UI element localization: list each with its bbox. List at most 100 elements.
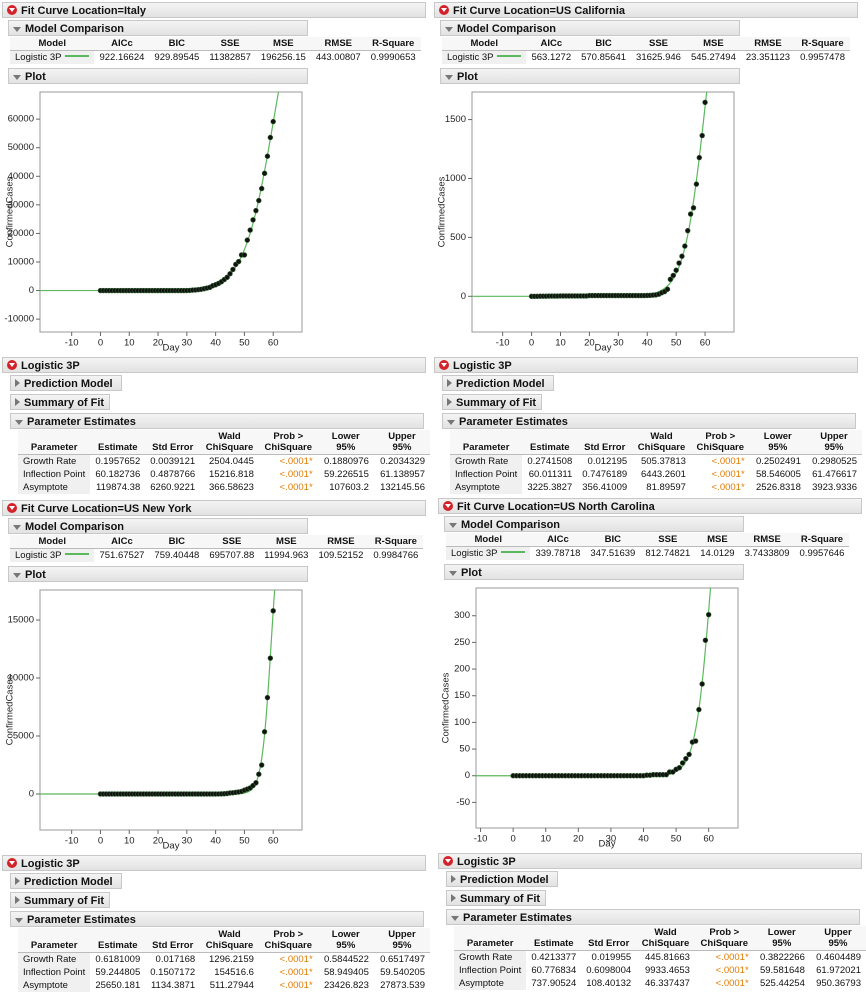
section-header-text: Plot	[461, 567, 482, 579]
report-header[interactable]: Fit Curve Location=US New York	[2, 500, 426, 516]
y-tick-label: 10000	[8, 673, 34, 684]
disclosure-triangle[interactable]	[451, 894, 456, 902]
collapsed-header[interactable]: Prediction Model	[10, 873, 122, 889]
table-cell: 0.4604489	[816, 952, 861, 963]
collapsed-header-text: Summary of Fit	[460, 893, 541, 905]
column-header: RMSE	[739, 533, 795, 547]
section-header[interactable]: Parameter Estimates	[10, 911, 424, 927]
disclosure-triangle[interactable]	[445, 27, 453, 32]
disclosure-triangle[interactable]	[451, 916, 459, 921]
disclosure-button[interactable]	[7, 858, 17, 868]
disclosure-triangle[interactable]	[451, 875, 456, 883]
fit-header[interactable]: Logistic 3P	[2, 855, 426, 871]
disclosure-triangle[interactable]	[449, 571, 457, 576]
y-tick-label: 300	[454, 610, 470, 621]
disclosure-triangle[interactable]	[13, 573, 21, 578]
table-cell: 0.1507172	[150, 967, 196, 978]
disclosure-button[interactable]	[443, 856, 453, 866]
x-tick-label: 40	[210, 836, 221, 847]
table-cell: 31625.946	[631, 51, 686, 65]
fit-header[interactable]: Logistic 3P	[434, 357, 858, 373]
table-row: Logistic 3P 922.16624 929.89545 11382857 196…	[10, 50, 421, 64]
data-point	[664, 286, 671, 292]
x-tick-label: 0	[98, 338, 103, 349]
collapsed-header[interactable]: Summary of Fit	[442, 394, 542, 410]
x-tick-label: 40	[210, 338, 221, 349]
data-point	[227, 271, 233, 277]
data-point	[258, 762, 265, 768]
disclosure-triangle[interactable]	[445, 75, 453, 80]
table-cell: 356.41009	[582, 482, 628, 493]
disclosure-triangle[interactable]	[447, 379, 452, 387]
section-header[interactable]: Parameter Estimates	[446, 909, 860, 925]
section-header[interactable]: Model Comparison	[444, 516, 744, 532]
column-header: Parameter	[18, 928, 91, 953]
column-header: AICc	[530, 533, 586, 547]
table-cell: 0.6517497	[380, 954, 425, 965]
disclosure-triangle[interactable]	[447, 420, 455, 425]
collapsed-header[interactable]: Prediction Model	[446, 871, 558, 887]
model-swatch	[501, 551, 526, 553]
column-header: BIC	[576, 37, 632, 51]
section-header[interactable]: Parameter Estimates	[10, 413, 424, 429]
table-cell: Asymptote	[18, 481, 91, 494]
column-header: Prob > ChiSquare	[690, 430, 750, 455]
disclosure-triangle[interactable]	[13, 525, 21, 530]
y-tick-label: 0	[465, 770, 470, 781]
disclosure-triangle[interactable]	[13, 27, 21, 32]
section-header[interactable]: Plot	[444, 564, 744, 580]
column-header: R-Square	[795, 37, 850, 51]
table-cell: 1134.3871	[150, 980, 196, 991]
section-header[interactable]: Parameter Estimates	[442, 413, 856, 429]
table-cell: 366.58623	[209, 482, 254, 493]
disclosure-triangle[interactable]	[449, 523, 457, 528]
column-header: Model	[446, 533, 531, 547]
table-cell: 46.337437	[645, 978, 690, 989]
report-header[interactable]: Fit Curve Location=US California	[434, 2, 858, 18]
column-header: Model	[10, 37, 95, 51]
disclosure-button[interactable]	[439, 5, 449, 15]
table-cell: 0.2034329	[380, 456, 425, 467]
section-header[interactable]: Model Comparison	[8, 518, 308, 534]
fit-header[interactable]: Logistic 3P	[2, 357, 426, 373]
disclosure-triangle[interactable]	[15, 398, 20, 406]
collapsed-header[interactable]: Summary of Fit	[10, 892, 110, 908]
collapsed-header[interactable]: Prediction Model	[442, 375, 554, 391]
collapsed-header[interactable]: Summary of Fit	[10, 394, 110, 410]
section-header[interactable]: Model Comparison	[8, 20, 308, 36]
table-cell: 11994.963	[259, 549, 313, 563]
disclosure-triangle[interactable]	[15, 877, 20, 885]
column-header: R-Square	[368, 535, 424, 549]
x-tick-label: 60	[268, 338, 279, 349]
disclosure-triangle[interactable]	[447, 398, 452, 406]
report-header[interactable]: Fit Curve Location=US North Carolina	[438, 498, 862, 514]
disclosure-triangle[interactable]	[15, 896, 20, 904]
section-header[interactable]: Plot	[8, 68, 308, 84]
collapsed-header[interactable]: Summary of Fit	[446, 890, 546, 906]
disclosure-triangle[interactable]	[15, 420, 23, 425]
collapsed-header[interactable]: Prediction Model	[10, 375, 122, 391]
section-header[interactable]: Plot	[8, 566, 308, 582]
disclosure-triangle[interactable]	[15, 379, 20, 387]
report-header-text: Fit Curve Location=Italy	[21, 5, 146, 17]
section-header[interactable]: Model Comparison	[440, 20, 740, 36]
table-cell: 0.7476189	[582, 469, 628, 480]
disclosure-button[interactable]	[439, 360, 449, 370]
section-header[interactable]: Plot	[440, 68, 740, 84]
data-point	[683, 755, 689, 762]
cell-text: 563.1272	[531, 52, 572, 63]
fit-header[interactable]: Logistic 3P	[438, 853, 862, 869]
data-point	[253, 780, 259, 786]
table-cell: 347.51639	[585, 547, 640, 561]
disclosure-triangle[interactable]	[13, 75, 21, 80]
report-header[interactable]: Fit Curve Location=Italy	[2, 2, 426, 18]
disclosure-triangle[interactable]	[15, 918, 23, 923]
disclosure-button[interactable]	[7, 5, 17, 15]
column-header: Lower 95%	[753, 926, 810, 951]
disclosure-button[interactable]	[443, 501, 453, 511]
table-cell: 61.138957	[380, 469, 425, 480]
disclosure-button[interactable]	[7, 360, 17, 370]
disclosure-button[interactable]	[7, 503, 17, 513]
table-row: Asymptote 737.90524 108.40132 46.337437 <.00…	[454, 977, 866, 990]
collapsed-header-text: Prediction Model	[456, 378, 545, 390]
